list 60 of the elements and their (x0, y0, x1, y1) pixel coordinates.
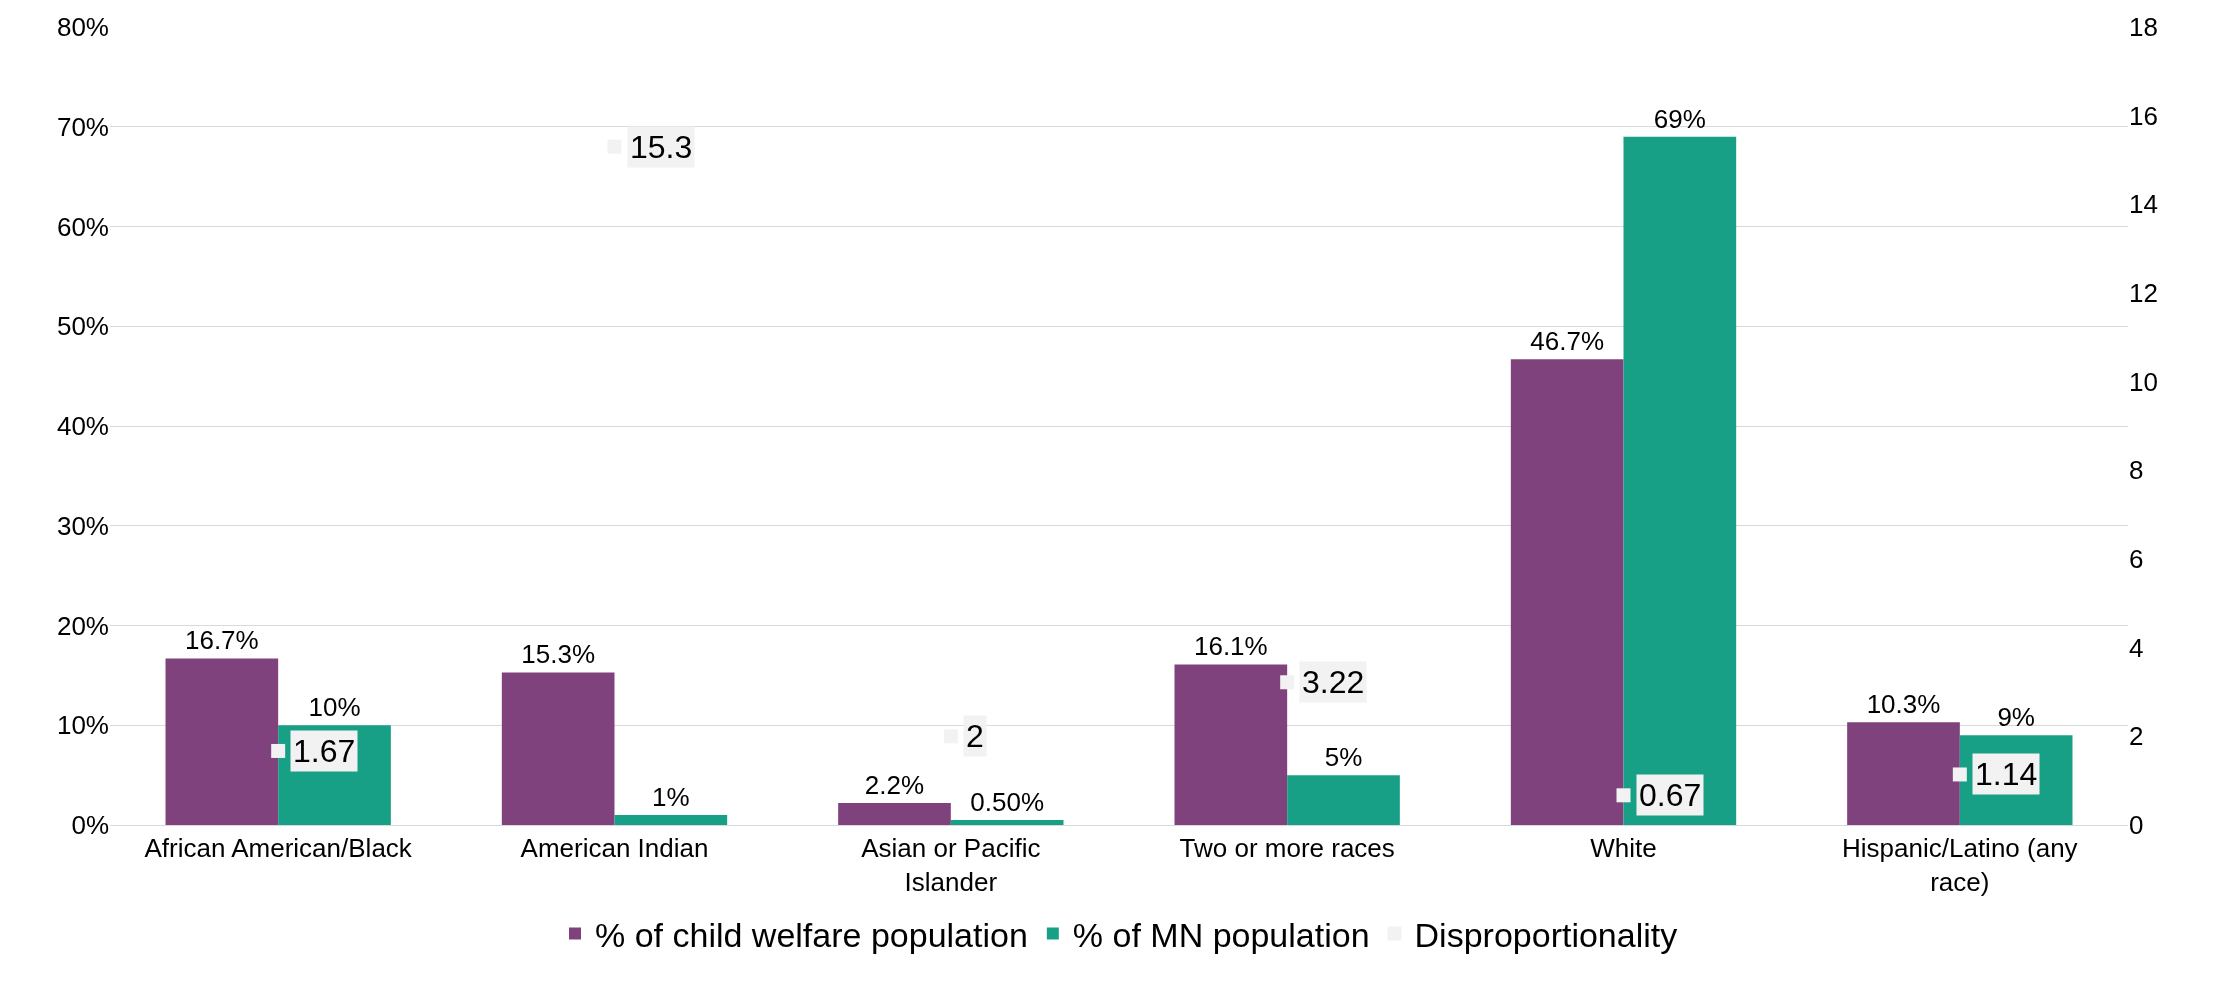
data-label: 0.67 (1639, 777, 1702, 813)
bar (1287, 775, 1400, 825)
x-tick-label: Hispanic/Latino (any race) (1842, 833, 2078, 897)
x-tick-label: White (1590, 833, 1657, 864)
x-tick-label: American Indian (520, 833, 709, 864)
y-tick-label: 10% (56, 710, 109, 741)
bar (1847, 722, 1960, 825)
bar (1623, 136, 1737, 825)
x-tick-label: Two or more races (1179, 833, 1395, 864)
y-tick-label: 30% (56, 510, 109, 541)
data-label: 10% (308, 692, 361, 723)
bar (838, 803, 951, 825)
y-tick-label: 0% (71, 810, 109, 841)
y2-tick-label: 10 (2129, 366, 2158, 397)
y2-tick-label: 0 (2129, 810, 2144, 841)
data-label: 1.67 (293, 733, 356, 769)
y2-tick-label: 6 (2129, 544, 2144, 575)
data-label: 3.22 (1302, 664, 1365, 700)
data-label: 46.7% (1530, 326, 1605, 357)
data-label: 2 (966, 718, 984, 754)
x-tick-label: Asian or Pacific Islander (861, 833, 1041, 897)
data-label: 2.2% (864, 770, 925, 801)
y-tick-label: 80% (56, 12, 109, 43)
y-tick-label: 40% (56, 411, 109, 442)
data-label: 9% (1997, 702, 2035, 733)
y-tick-label: 60% (56, 211, 109, 242)
data-label: 10.3% (1866, 689, 1941, 720)
point (1616, 788, 1631, 803)
data-label: 15.3 (630, 129, 693, 165)
y2-tick-label: 16 (2129, 100, 2158, 131)
bar (1174, 664, 1288, 825)
legend-label: % of MN population (1072, 915, 1370, 954)
y2-tick-label: 18 (2129, 12, 2158, 43)
data-label: 5% (1324, 742, 1363, 773)
y2-tick-label: 4 (2129, 632, 2144, 663)
bar (950, 820, 1064, 825)
legend-label: Disproportionality (1414, 915, 1678, 954)
bar (501, 672, 615, 825)
y-tick-label: 70% (56, 111, 109, 142)
bar (1510, 359, 1624, 825)
data-label: 69% (1653, 103, 1706, 134)
data-label: 1.14 (1975, 756, 2038, 792)
data-label: 0.50% (970, 787, 1045, 818)
point (1952, 767, 1967, 782)
data-label: 1% (652, 782, 690, 813)
y-tick-label: 20% (56, 610, 109, 641)
point (271, 743, 286, 758)
data-label: 15.3% (521, 639, 596, 670)
legend-label: % of child welfare population (595, 915, 1028, 954)
point (1280, 675, 1295, 690)
y2-tick-label: 14 (2129, 189, 2158, 220)
data-label: 16.1% (1193, 631, 1268, 662)
data-label: 16.7% (184, 625, 259, 656)
bar (165, 658, 279, 825)
bar (614, 815, 728, 825)
y2-tick-label: 2 (2129, 721, 2144, 752)
y2-tick-label: 12 (2129, 278, 2158, 309)
x-tick-label: African American/Black (144, 833, 413, 864)
y2-tick-label: 8 (2129, 455, 2144, 486)
y-tick-label: 50% (56, 311, 109, 342)
